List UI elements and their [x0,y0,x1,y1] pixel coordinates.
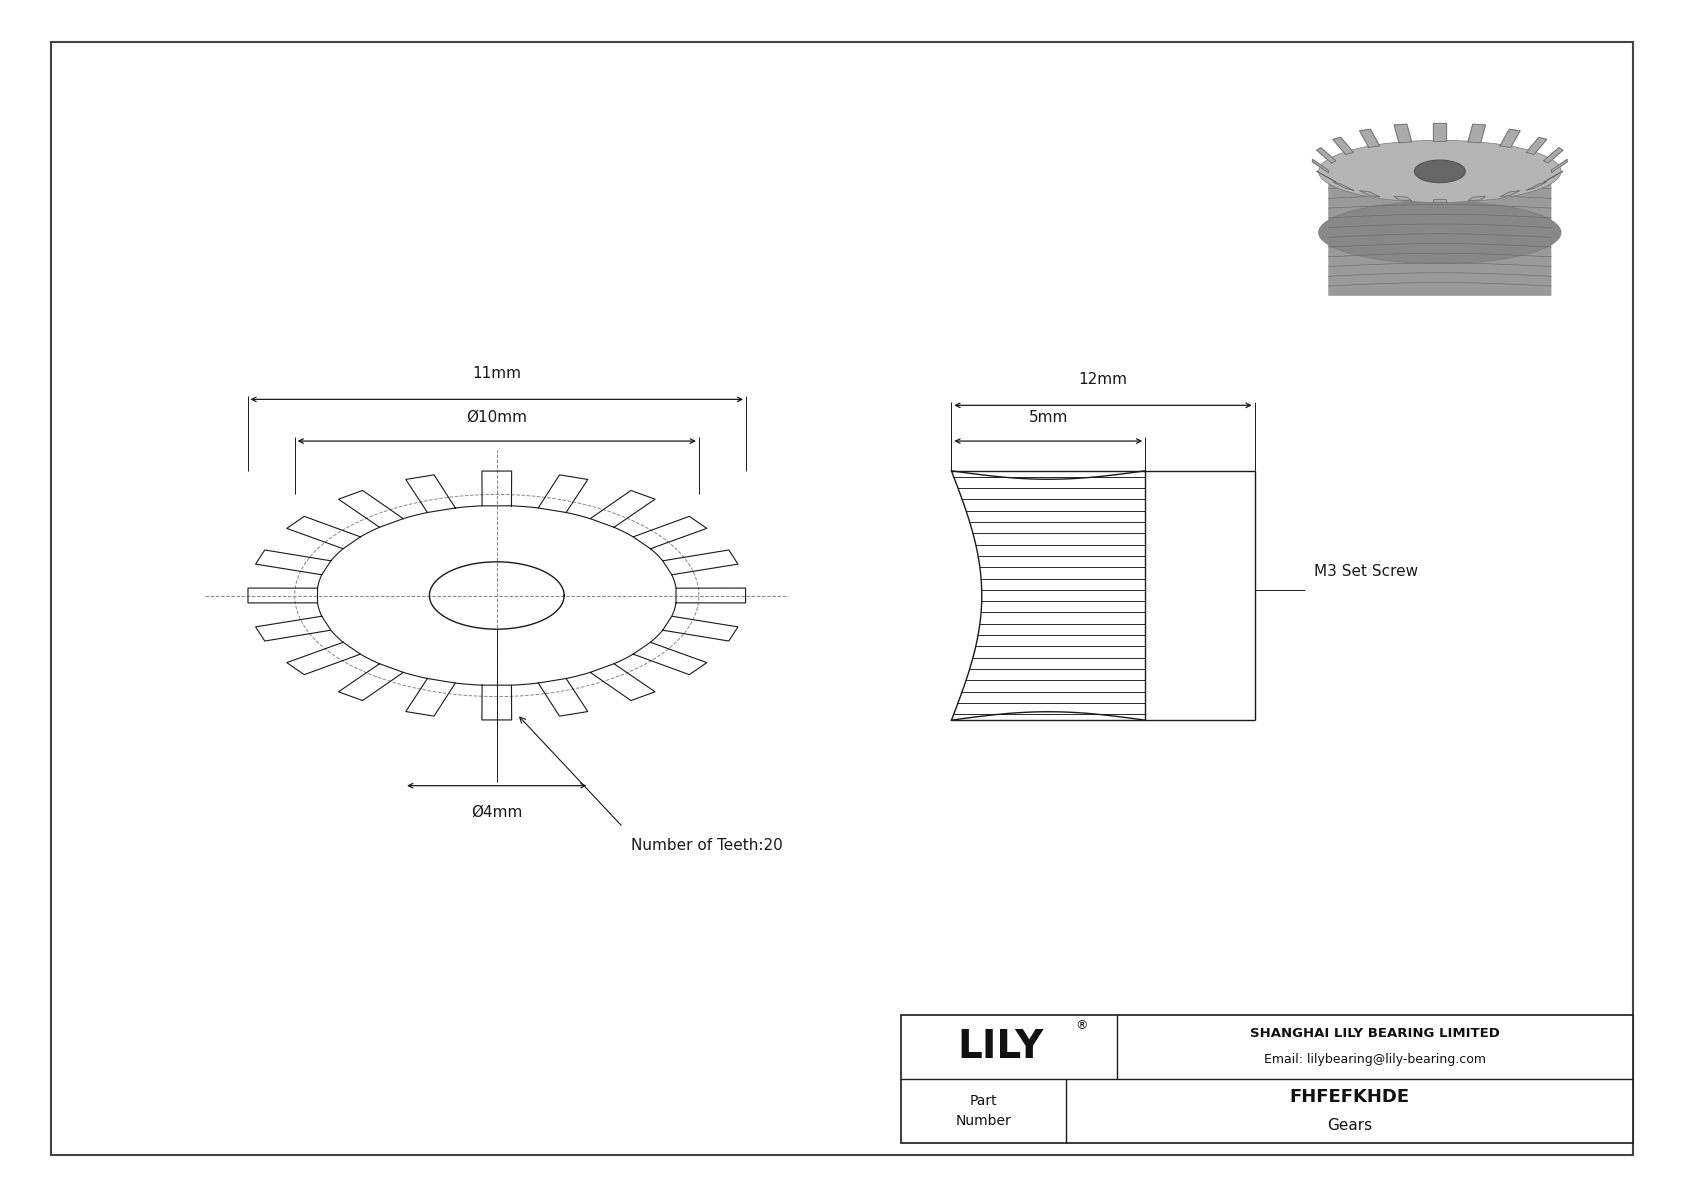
Text: 5mm: 5mm [1029,410,1068,425]
Text: Number of Teeth:20: Number of Teeth:20 [632,837,783,853]
Text: FHFEFKHDE: FHFEFKHDE [1290,1087,1410,1106]
Text: SHANGHAI LILY BEARING LIMITED: SHANGHAI LILY BEARING LIMITED [1250,1028,1500,1040]
Text: Gears: Gears [1327,1118,1372,1133]
Ellipse shape [1319,201,1561,263]
Polygon shape [1359,130,1379,148]
Text: Ø4mm: Ø4mm [472,804,522,819]
Polygon shape [1433,123,1447,141]
Polygon shape [1544,148,1563,163]
Polygon shape [1500,130,1521,148]
Polygon shape [1551,160,1568,173]
Polygon shape [1394,197,1411,201]
Text: Part
Number: Part Number [955,1095,1010,1128]
Text: ®: ® [1074,1019,1088,1031]
Ellipse shape [1319,141,1561,202]
Polygon shape [1312,160,1329,173]
FancyBboxPatch shape [1329,169,1551,295]
Polygon shape [1433,199,1447,202]
Text: LILY: LILY [958,1028,1044,1066]
Text: 12mm: 12mm [1078,372,1128,387]
Text: 11mm: 11mm [472,366,522,381]
Polygon shape [1317,148,1335,163]
Polygon shape [1544,172,1563,182]
Text: Ø10mm: Ø10mm [466,410,527,425]
Polygon shape [1394,124,1411,143]
Polygon shape [1334,182,1354,191]
Polygon shape [1317,172,1335,182]
Polygon shape [1468,197,1485,201]
Polygon shape [1526,137,1546,155]
Polygon shape [1526,182,1546,191]
Ellipse shape [1415,160,1465,182]
Polygon shape [1334,137,1354,155]
Polygon shape [1359,191,1379,197]
Polygon shape [1468,124,1485,143]
Text: Email: lilybearing@lily-bearing.com: Email: lilybearing@lily-bearing.com [1265,1054,1487,1066]
Bar [901,1015,1633,1143]
Polygon shape [1500,191,1521,197]
Text: M3 Set Screw: M3 Set Screw [1314,565,1418,579]
